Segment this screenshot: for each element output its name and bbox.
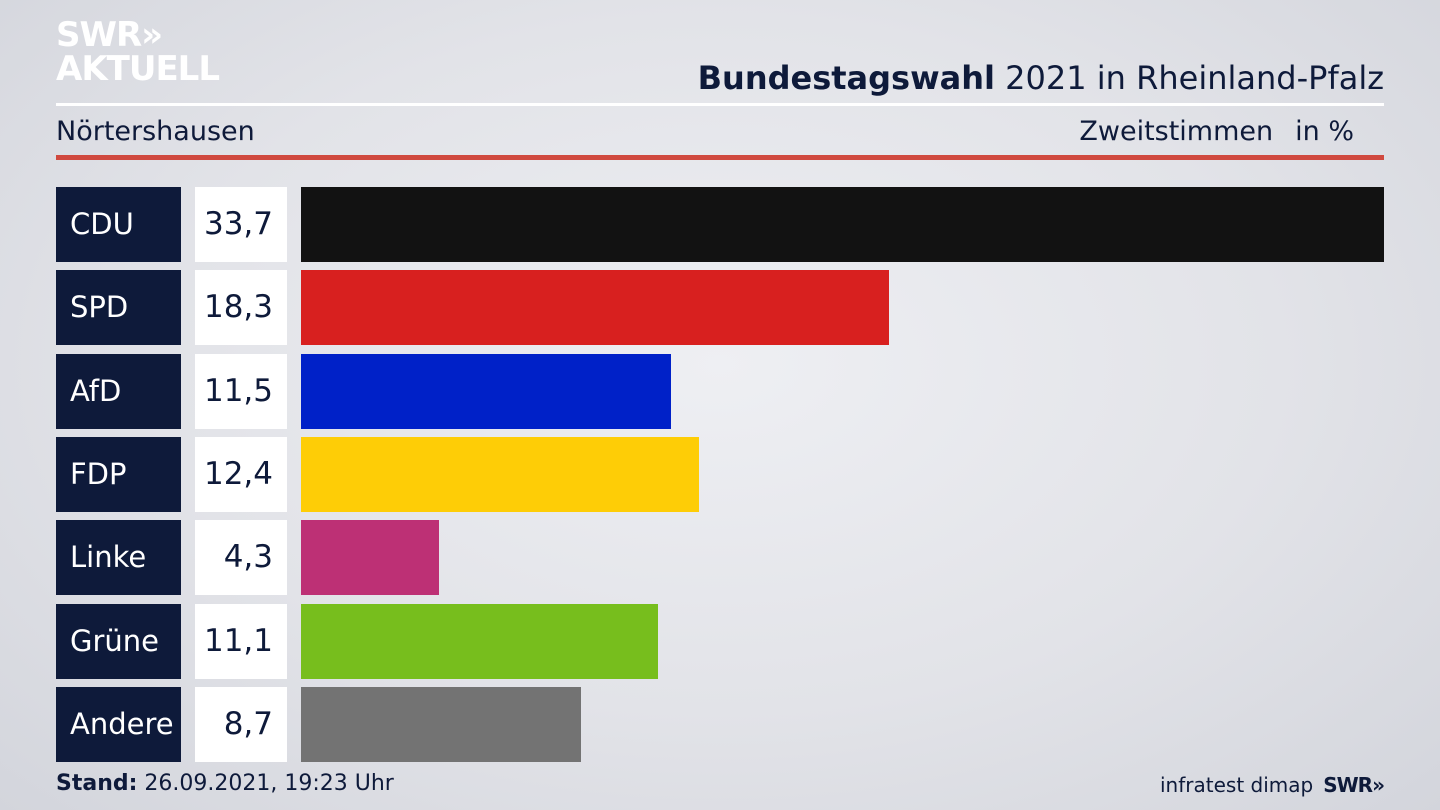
- header-divider: [56, 103, 1384, 106]
- stand-value: 26.09.2021, 19:23 Uhr: [144, 771, 394, 796]
- bar-grüne: [301, 604, 658, 679]
- unit-label: in %: [1295, 116, 1354, 147]
- party-label: FDP: [56, 437, 181, 512]
- party-label: Grüne: [56, 604, 181, 679]
- party-label: Andere: [56, 687, 181, 762]
- chart-title-bold: Bundestagswahl: [697, 59, 995, 97]
- measure-label: Zweitstimmen in %: [1079, 115, 1354, 149]
- value-label: 8,7: [195, 687, 287, 762]
- bar-row-spd: SPD 18,3: [56, 270, 1384, 345]
- bar-spd: [301, 270, 889, 345]
- party-label: SPD: [56, 270, 181, 345]
- bar-row-fdp: FDP 12,4: [56, 437, 1384, 512]
- bar-fdp: [301, 437, 699, 512]
- party-label: CDU: [56, 187, 181, 262]
- bar-track: [301, 437, 1384, 512]
- source-credit: infratest dimap SWR»: [1160, 772, 1385, 798]
- party-label: Linke: [56, 520, 181, 595]
- accent-divider: [56, 155, 1384, 160]
- bar-andere: [301, 687, 581, 762]
- bar-row-cdu: CDU 33,7: [56, 187, 1384, 262]
- bar-track: [301, 354, 1384, 429]
- value-label: 11,5: [195, 354, 287, 429]
- value-label: 18,3: [195, 270, 287, 345]
- swr-brand-logo: SWR»: [1323, 773, 1385, 797]
- chart-title-rest: 2021 in Rheinland-Pfalz: [1005, 59, 1384, 97]
- chart-title: Bundestagswahl 2021 in Rheinland-Pfalz: [698, 58, 1384, 98]
- bar-track: [301, 687, 1384, 762]
- bar-cdu: [301, 187, 1384, 262]
- logo-line-1: SWR»: [56, 15, 163, 55]
- logo-line-2: AKTUELL: [56, 49, 220, 89]
- bar-track: [301, 187, 1384, 262]
- value-label: 11,1: [195, 604, 287, 679]
- bar-row-linke: Linke 4,3: [56, 520, 1384, 595]
- timestamp: Stand: 26.09.2021, 19:23 Uhr: [56, 770, 394, 798]
- value-label: 4,3: [195, 520, 287, 595]
- measure-name: Zweitstimmen: [1079, 116, 1274, 147]
- value-label: 33,7: [195, 187, 287, 262]
- bar-track: [301, 604, 1384, 679]
- bar-track: [301, 270, 1384, 345]
- bar-row-afd: AfD 11,5: [56, 354, 1384, 429]
- bar-row-andere: Andere 8,7: [56, 687, 1384, 762]
- source-label: infratest dimap: [1160, 773, 1314, 797]
- bar-afd: [301, 354, 671, 429]
- bar-row-grüne: Grüne 11,1: [56, 604, 1384, 679]
- stand-label: Stand:: [56, 771, 138, 796]
- bar-track: [301, 520, 1384, 595]
- location-label: Nörtershausen: [56, 116, 255, 147]
- value-label: 12,4: [195, 437, 287, 512]
- swr-aktuell-logo: SWR» AKTUELL: [56, 18, 226, 90]
- party-label: AfD: [56, 354, 181, 429]
- bar-linke: [301, 520, 439, 595]
